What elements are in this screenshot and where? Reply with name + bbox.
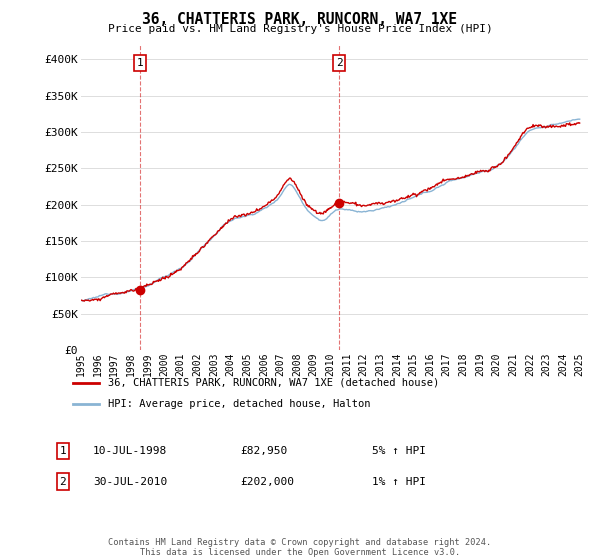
Text: Price paid vs. HM Land Registry's House Price Index (HPI): Price paid vs. HM Land Registry's House … — [107, 24, 493, 34]
Text: 30-JUL-2010: 30-JUL-2010 — [93, 477, 167, 487]
Text: 36, CHATTERIS PARK, RUNCORN, WA7 1XE: 36, CHATTERIS PARK, RUNCORN, WA7 1XE — [143, 12, 458, 27]
Text: HPI: Average price, detached house, Halton: HPI: Average price, detached house, Halt… — [107, 399, 370, 409]
Text: 1: 1 — [136, 58, 143, 68]
Text: 2: 2 — [336, 58, 343, 68]
Text: 5% ↑ HPI: 5% ↑ HPI — [372, 446, 426, 456]
Text: £202,000: £202,000 — [240, 477, 294, 487]
Text: Contains HM Land Registry data © Crown copyright and database right 2024.
This d: Contains HM Land Registry data © Crown c… — [109, 538, 491, 557]
Text: 36, CHATTERIS PARK, RUNCORN, WA7 1XE (detached house): 36, CHATTERIS PARK, RUNCORN, WA7 1XE (de… — [107, 378, 439, 388]
Text: 10-JUL-1998: 10-JUL-1998 — [93, 446, 167, 456]
Text: 2: 2 — [59, 477, 67, 487]
Text: £82,950: £82,950 — [240, 446, 287, 456]
Text: 1% ↑ HPI: 1% ↑ HPI — [372, 477, 426, 487]
Text: 1: 1 — [59, 446, 67, 456]
